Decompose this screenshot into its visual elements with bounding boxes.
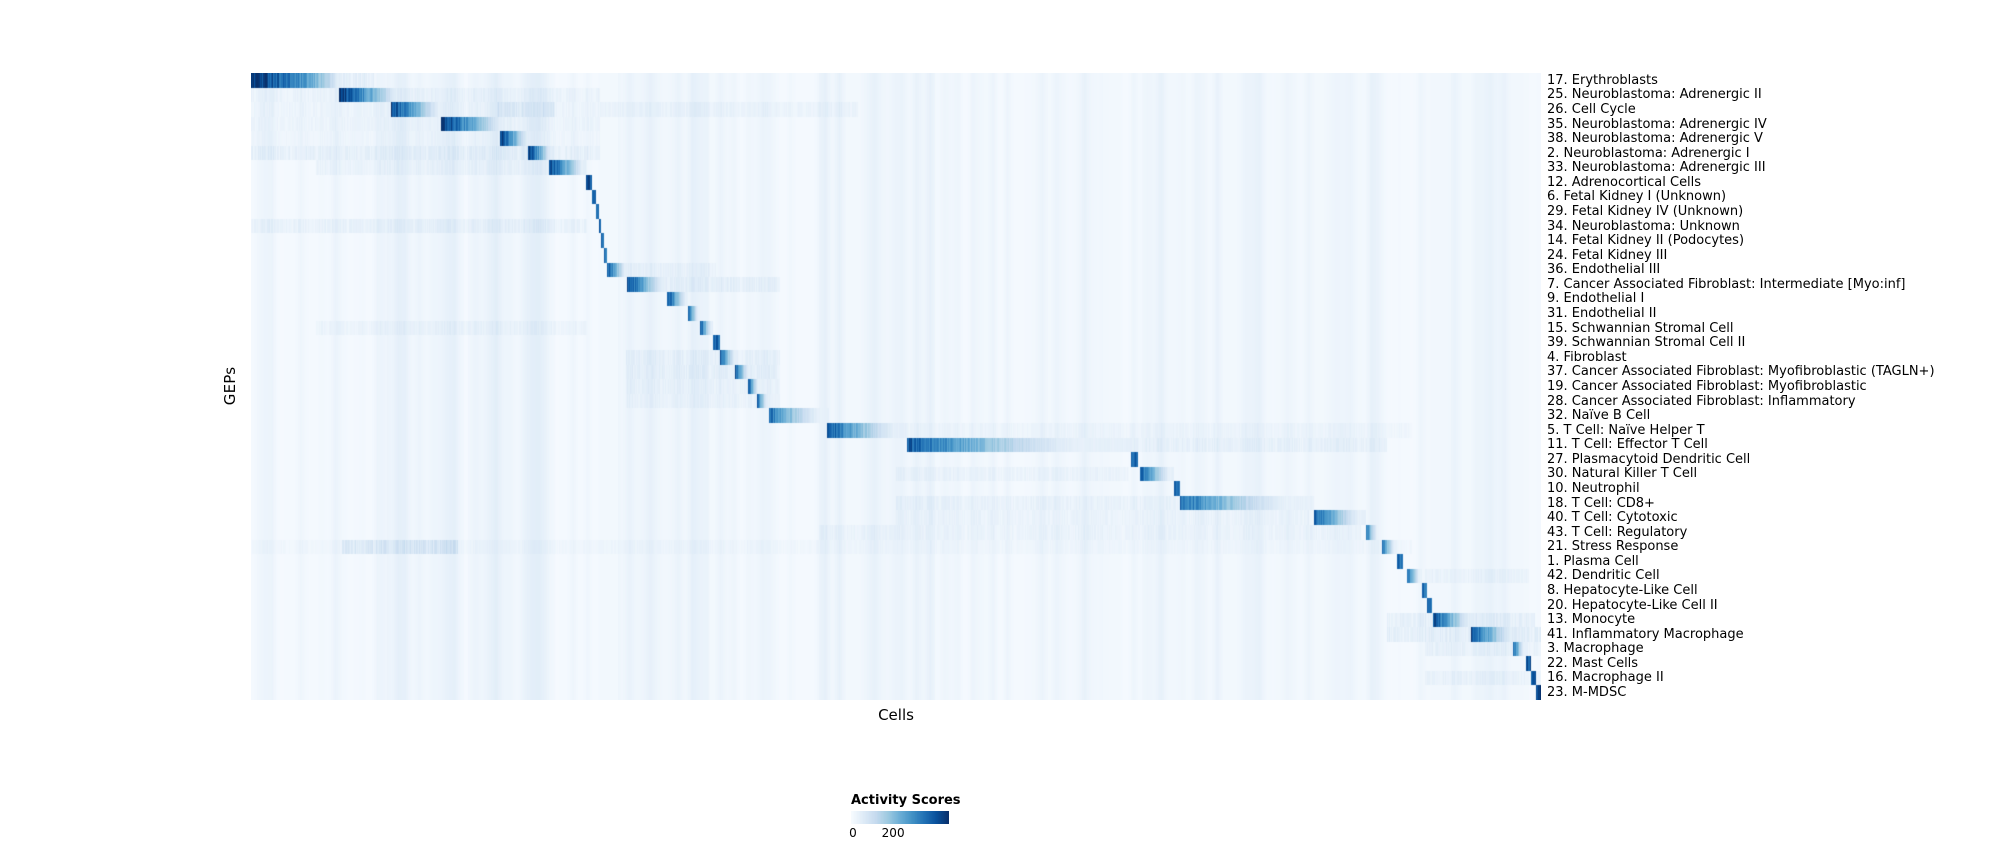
colorbar-gradient — [851, 811, 949, 824]
row-label: 15. Schwannian Stromal Cell — [1547, 320, 1734, 336]
row-label: 18. T Cell: CD8+ — [1547, 495, 1655, 511]
row-label: 30. Natural Killer T Cell — [1547, 466, 1698, 482]
colorbar-ticks: 0 200 — [849, 824, 949, 840]
row-label: 31. Endothelial II — [1547, 306, 1657, 322]
row-label: 4. Fibroblast — [1547, 349, 1627, 365]
row-label: 16. Macrophage II — [1547, 670, 1664, 686]
row-label: 11. T Cell: Effector T Cell — [1547, 437, 1708, 453]
colorbar-tick-min: 0 — [849, 826, 857, 840]
colorbar-legend: Activity Scores 0 200 — [849, 793, 961, 840]
row-label: 34. Neuroblastoma: Unknown — [1547, 218, 1740, 234]
row-label: 1. Plasma Cell — [1547, 553, 1639, 569]
row-label: 12. Adrenocortical Cells — [1547, 174, 1702, 190]
row-label: 19. Cancer Associated Fibroblast: Myofib… — [1547, 378, 1867, 394]
row-label: 20. Hepatocyte-Like Cell II — [1547, 597, 1718, 613]
row-label: 35. Neuroblastoma: Adrenergic IV — [1547, 116, 1767, 132]
row-label: 27. Plasmacytoid Dendritic Cell — [1547, 451, 1751, 467]
colorbar-title: Activity Scores — [851, 793, 961, 808]
row-label: 5. T Cell: Naïve Helper T — [1547, 422, 1705, 438]
y-axis-label: GEPs — [221, 366, 239, 406]
row-label: 14. Fetal Kidney II (Podocytes) — [1547, 233, 1745, 249]
row-label: 43. T Cell: Regulatory — [1547, 524, 1688, 540]
row-label: 22. Mast Cells — [1547, 655, 1639, 671]
row-label: 9. Endothelial I — [1547, 291, 1645, 307]
row-label: 33. Neuroblastoma: Adrenergic III — [1547, 160, 1766, 176]
row-label: 39. Schwannian Stromal Cell II — [1547, 335, 1746, 351]
row-label: 40. T Cell: Cytotoxic — [1547, 510, 1678, 526]
heatmap-canvas — [251, 73, 1541, 700]
row-label: 17. Erythroblasts — [1547, 72, 1658, 88]
row-label: 25. Neuroblastoma: Adrenergic II — [1547, 87, 1762, 103]
row-label: 6. Fetal Kidney I (Unknown) — [1547, 189, 1727, 205]
row-label: 36. Endothelial III — [1547, 262, 1661, 278]
row-label: 7. Cancer Associated Fibroblast: Interme… — [1547, 276, 1906, 292]
row-label: 26. Cell Cycle — [1547, 101, 1636, 117]
row-labels: 17. Erythroblasts 25. Neuroblastoma: Adre… — [1547, 73, 1935, 700]
row-label: 10. Neutrophil — [1547, 480, 1640, 496]
row-label: 38. Neuroblastoma: Adrenergic V — [1547, 131, 1763, 147]
row-label: 21. Stress Response — [1547, 539, 1679, 555]
row-label: 32. Naïve B Cell — [1547, 408, 1651, 424]
row-label: 3. Macrophage — [1547, 641, 1644, 657]
row-label: 28. Cancer Associated Fibroblast: Inflam… — [1547, 393, 1856, 409]
row-label: 42. Dendritic Cell — [1547, 568, 1660, 584]
row-label: 41. Inflammatory Macrophage — [1547, 626, 1744, 642]
row-label: 23. M-MDSC — [1547, 685, 1627, 701]
row-label: 24. Fetal Kidney III — [1547, 247, 1668, 263]
row-label: 2. Neuroblastoma: Adrenergic I — [1547, 145, 1750, 161]
row-label: 13. Monocyte — [1547, 612, 1636, 628]
row-label: 37. Cancer Associated Fibroblast: Myofib… — [1547, 364, 1935, 380]
row-label: 29. Fetal Kidney IV (Unknown) — [1547, 203, 1744, 219]
colorbar-tick-max: 200 — [881, 826, 905, 840]
row-label: 8. Hepatocyte-Like Cell — [1547, 583, 1698, 599]
x-axis-label: Cells — [878, 706, 914, 724]
